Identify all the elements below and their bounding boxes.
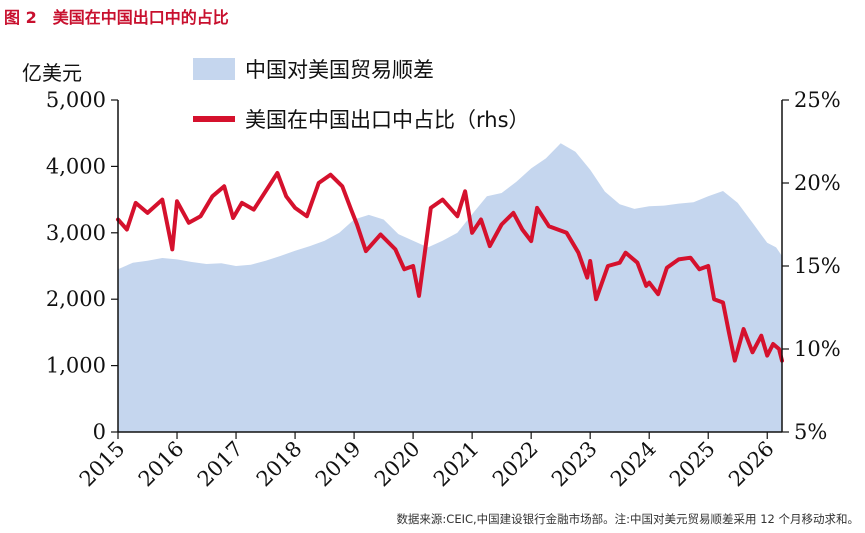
x-tick-label: 2021: [429, 437, 484, 492]
left-axis-ticks: 5,000 4,000 3,000 2,000 1,000 0: [46, 88, 118, 444]
left-tick-label: 0: [93, 420, 106, 444]
legend-line-label: 美国在中国出口中占比（rhs）: [245, 108, 530, 132]
legend-area-swatch: [193, 58, 235, 80]
x-tick-label: 2016: [134, 437, 189, 492]
right-tick-label: 5%: [794, 420, 827, 444]
source-note: 数据来源:CEIC,中国建设银行金融市场部。注:中国对美元贸易顺差采用 12 个…: [396, 512, 859, 526]
left-axis-unit: 亿美元: [22, 61, 82, 85]
x-tick-label: 2026: [724, 437, 779, 492]
x-tick-label: 2024: [606, 437, 661, 492]
x-tick-label: 2025: [665, 437, 720, 492]
legend-area-label: 中国对美国贸易顺差: [245, 58, 434, 82]
x-tick-label: 2017: [193, 437, 248, 492]
x-tick-label: 2020: [370, 437, 425, 492]
right-tick-label: 15%: [794, 254, 841, 278]
line-layer: [116, 171, 784, 363]
area-layer: [118, 143, 782, 432]
line-series-us-share: [116, 171, 784, 363]
left-tick-label: 5,000: [46, 88, 106, 112]
legend: 中国对美国贸易顺差 美国在中国出口中占比（rhs）: [193, 58, 530, 132]
x-tick-label: 2019: [311, 437, 366, 492]
left-tick-label: 1,000: [46, 354, 106, 378]
right-tick-label: 20%: [794, 171, 841, 195]
right-tick-label: 25%: [794, 88, 841, 112]
figure-title: 图 2 美国在中国出口中的占比: [4, 8, 229, 27]
x-tick-label: 2018: [252, 437, 307, 492]
x-tick-label: 2023: [547, 437, 602, 492]
right-tick-label: 10%: [794, 337, 841, 361]
x-tick-label: 2022: [488, 437, 543, 492]
area-series-trade-surplus: [118, 143, 782, 432]
x-tick-label: 2015: [75, 437, 130, 492]
right-axis-ticks: 25% 20% 15% 10% 5%: [782, 88, 841, 444]
x-axis-ticks: 2015 2016 2017 2018 2019 2020 2021 2022 2023 2024…: [75, 432, 779, 491]
left-tick-label: 2,000: [46, 287, 106, 311]
left-tick-label: 3,000: [46, 221, 106, 245]
left-tick-label: 4,000: [46, 154, 106, 178]
